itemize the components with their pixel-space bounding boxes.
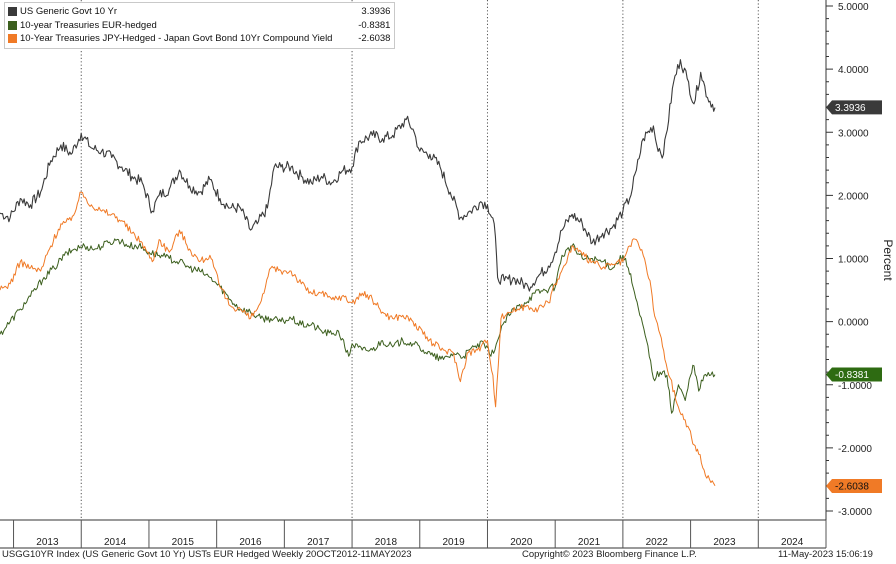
legend-label-eur-hedged: 10-year Treasuries EUR-hedged [20,19,157,31]
legend-entry-jpy-hedged: 10-Year Treasuries JPY-Hedged - Japan Go… [8,32,390,46]
x-tick-label-2013: 2013 [36,537,59,548]
x-tick-label-2020: 2020 [510,537,533,548]
legend-entry-eur-hedged: 10-year Treasuries EUR-hedged -0.8381 [8,19,390,33]
x-tick-label-2021: 2021 [578,537,601,548]
y-tick-label-4: 1.0000 [838,255,869,266]
series-line-us10y [0,59,716,292]
last-value-tag-text-us10y: 3.3936 [835,103,866,114]
x-tick-label-2023: 2023 [713,537,736,548]
last-value-tag-text-jpy-hedged: -2.6038 [835,481,869,492]
y-tick-label-7: -2.0000 [838,444,872,455]
legend-swatch-us10y [8,7,17,17]
last-value-tag-eur-hedged [826,367,882,382]
legend-entry-us10y: US Generic Govt 10 Yr 3.3936 [8,5,390,19]
legend-label-jpy-hedged: 10-Year Treasuries JPY-Hedged - Japan Go… [20,33,333,44]
y-axis: 5.0000 4.0000 3.0000 2.0000 1.0000 0.0000 -1.0… [825,0,895,520]
y-tick-label-3: 2.0000 [838,191,869,202]
legend: US Generic Govt 10 Yr 3.3936 10-year Tre… [4,2,396,49]
x-tick-label-2019: 2019 [442,537,465,548]
footer-copyright: Copyright© 2023 Bloomberg Finance L.P. [522,549,697,560]
x-tick-label-2022: 2022 [646,537,669,548]
y-tick-label-8: -3.0000 [838,507,872,518]
last-value-tag-us10y [826,100,882,115]
y-tick-label-2: 3.0000 [838,128,869,139]
legend-label-us10y: US Generic Govt 10 Yr [20,6,117,17]
last-value-tags: 3.3936 -0.8381 -2.6038 [826,100,882,493]
x-axis: 2013 2014 2015 2016 2017 2018 2019 2020 2021 2022… [0,519,827,549]
series-line-jpy-hedged [0,191,716,487]
series-line-eur-hedged [0,238,716,414]
footer-timestamp: 11-May-2023 15:06:19 [778,549,873,560]
x-tick-label-2017: 2017 [307,537,330,548]
x-tick-label-2015: 2015 [172,537,195,548]
y-tick-label-0: 5.0000 [838,2,869,13]
x-tick-label-2016: 2016 [239,537,262,548]
x-tick-label-2018: 2018 [375,537,398,548]
legend-swatch-eur-hedged [8,20,17,30]
footer-index-info: USGG10YR Index (US Generic Govt 10 Yr) U… [2,549,412,560]
last-value-tag-text-eur-hedged: -0.8381 [835,370,869,381]
y-tick-label-1: 4.0000 [838,65,869,76]
legend-swatch-jpy-hedged [8,34,17,44]
x-tick-label-2024: 2024 [781,537,804,548]
legend-value-jpy-hedged: -2.6038 [358,33,391,44]
y-tick-label-6: -1.0000 [838,381,872,392]
legend-value-eur-hedged: -0.8381 [358,19,391,31]
x-tick-label-2014: 2014 [104,537,127,548]
legend-value-us10y: 3.3936 [361,6,391,17]
last-value-tag-jpy-hedged [826,478,882,493]
y-tick-label-5: 0.0000 [838,318,869,329]
y-axis-title: Percent [881,239,895,281]
plot-area [0,0,759,520]
